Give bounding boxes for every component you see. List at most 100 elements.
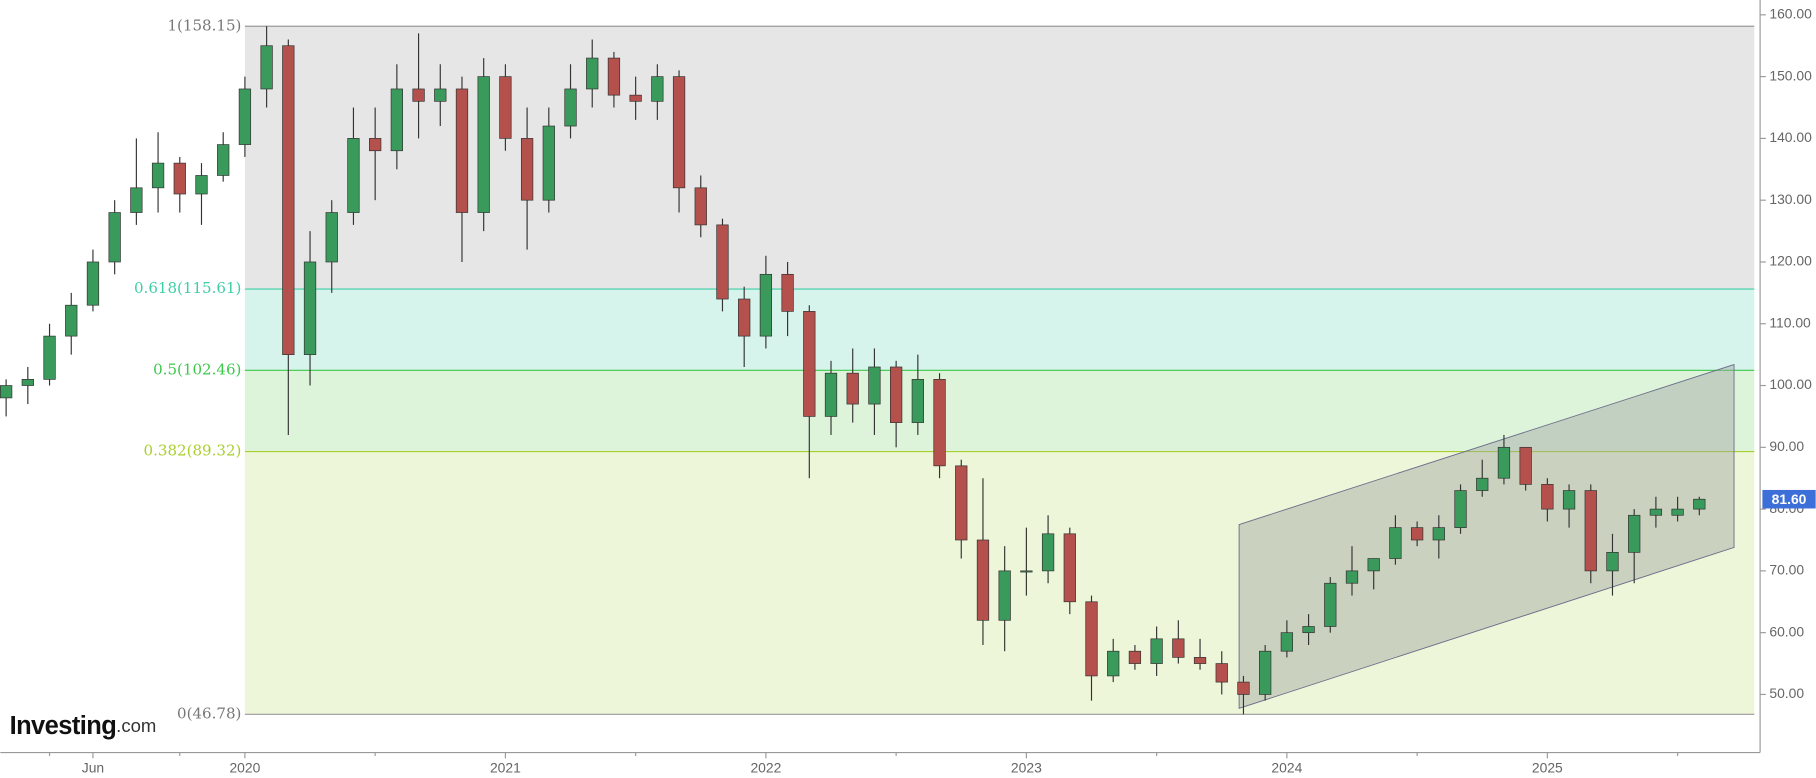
candle-body	[1324, 582, 1337, 627]
candle-body	[1345, 570, 1359, 584]
candle-body	[1367, 558, 1380, 572]
candle-body	[1259, 650, 1272, 695]
candle-body	[607, 57, 621, 96]
candle-body	[1280, 632, 1294, 652]
fib-label: 0.618(115.61)	[134, 279, 241, 297]
candle-body	[390, 88, 403, 152]
candle-body	[173, 162, 186, 195]
candle-body	[1085, 601, 1098, 677]
candle-body	[824, 372, 838, 417]
candle-body	[933, 379, 946, 467]
candle-body	[130, 187, 143, 213]
candle-body	[65, 304, 78, 337]
candle-body	[455, 88, 469, 213]
candle-body	[955, 465, 968, 541]
candle-body	[1410, 527, 1424, 541]
candle-body	[1497, 446, 1511, 479]
y-tick-label: 110.00	[1769, 314, 1811, 330]
candle-body	[1150, 638, 1163, 664]
candle-body	[1693, 498, 1706, 510]
candle-body	[520, 138, 534, 201]
candle-body	[586, 57, 599, 90]
y-tick-label: 150.00	[1769, 67, 1812, 83]
y-tick-label: 130.00	[1769, 191, 1812, 207]
candle-body	[738, 298, 751, 337]
candle-body	[86, 261, 100, 306]
last-price-box	[1762, 489, 1816, 509]
candle-body	[1671, 508, 1684, 516]
candle-body	[0, 385, 13, 399]
x-tick-label: 2023	[1011, 759, 1042, 775]
x-tick-label: 2021	[490, 759, 521, 775]
candle-body	[716, 224, 729, 300]
candle-body	[998, 570, 1011, 621]
candle-body	[1020, 570, 1033, 573]
candle-body	[238, 88, 252, 145]
candle-body	[564, 88, 577, 127]
candle-body	[369, 138, 382, 152]
logo-suffix: .com	[116, 715, 156, 736]
x-tick-label: 2024	[1271, 759, 1302, 775]
fib-label: 0.5(102.46)	[153, 360, 241, 378]
candle-body	[1541, 484, 1554, 510]
candle-body	[759, 273, 773, 337]
channel	[1238, 363, 1735, 709]
fib-zone	[244, 26, 1755, 290]
candle-body	[217, 144, 230, 176]
candle-body	[1649, 508, 1663, 516]
candle-body	[781, 273, 794, 312]
candle-body	[499, 76, 512, 139]
fib-label: 0(46.78)	[177, 704, 241, 722]
candle-body	[151, 162, 165, 189]
candle-body	[1128, 650, 1142, 664]
candle-body	[477, 76, 490, 213]
logo-brand: Investing	[10, 712, 117, 740]
candle-body	[260, 45, 273, 90]
candle-body	[325, 212, 338, 263]
x-tick-label: 2025	[1532, 759, 1563, 775]
candle-body	[1063, 533, 1076, 603]
candle-body	[672, 76, 686, 189]
candle-body	[1107, 650, 1120, 677]
y-tick-label: 70.00	[1769, 562, 1804, 578]
candle-body	[434, 88, 447, 102]
fib-zone	[244, 370, 1755, 452]
candle-body	[195, 175, 208, 195]
fib-label: 1(158.15)	[167, 16, 241, 34]
candle-body	[889, 366, 903, 423]
candle-body	[347, 138, 360, 213]
candle-body	[976, 539, 990, 621]
y-tick-label: 140.00	[1769, 129, 1812, 145]
candle-body	[1215, 663, 1228, 683]
logo: Investing.com	[10, 712, 157, 740]
y-tick-label: 120.00	[1769, 253, 1812, 269]
candle-body	[412, 88, 425, 102]
fib-zone	[244, 289, 1755, 371]
candle-body	[542, 125, 555, 201]
candle-body	[1562, 490, 1576, 510]
last-price-label: 81.60	[1772, 491, 1807, 507]
x-tick-label: Jun	[82, 759, 104, 775]
candle-body	[282, 45, 295, 355]
candle-body	[629, 94, 642, 102]
candle-body	[911, 379, 924, 423]
y-tick-label: 60.00	[1769, 623, 1804, 639]
candle-body	[43, 335, 56, 380]
candle-body	[1193, 657, 1207, 664]
candle-body	[694, 187, 707, 226]
y-tick-label: 90.00	[1769, 438, 1804, 454]
candle-body	[1454, 490, 1467, 528]
candle-body	[1606, 552, 1619, 572]
x-tick-label: 2020	[229, 759, 260, 775]
candle-body	[803, 311, 816, 417]
candle-body	[303, 261, 317, 355]
candle-body	[108, 212, 121, 263]
candle-body	[1432, 527, 1445, 541]
candle-body	[1519, 446, 1532, 485]
candle-body	[651, 76, 664, 102]
candle-body	[1237, 681, 1250, 695]
fib-label: 0.382(89.32)	[144, 442, 242, 460]
candle-body	[1302, 626, 1315, 634]
